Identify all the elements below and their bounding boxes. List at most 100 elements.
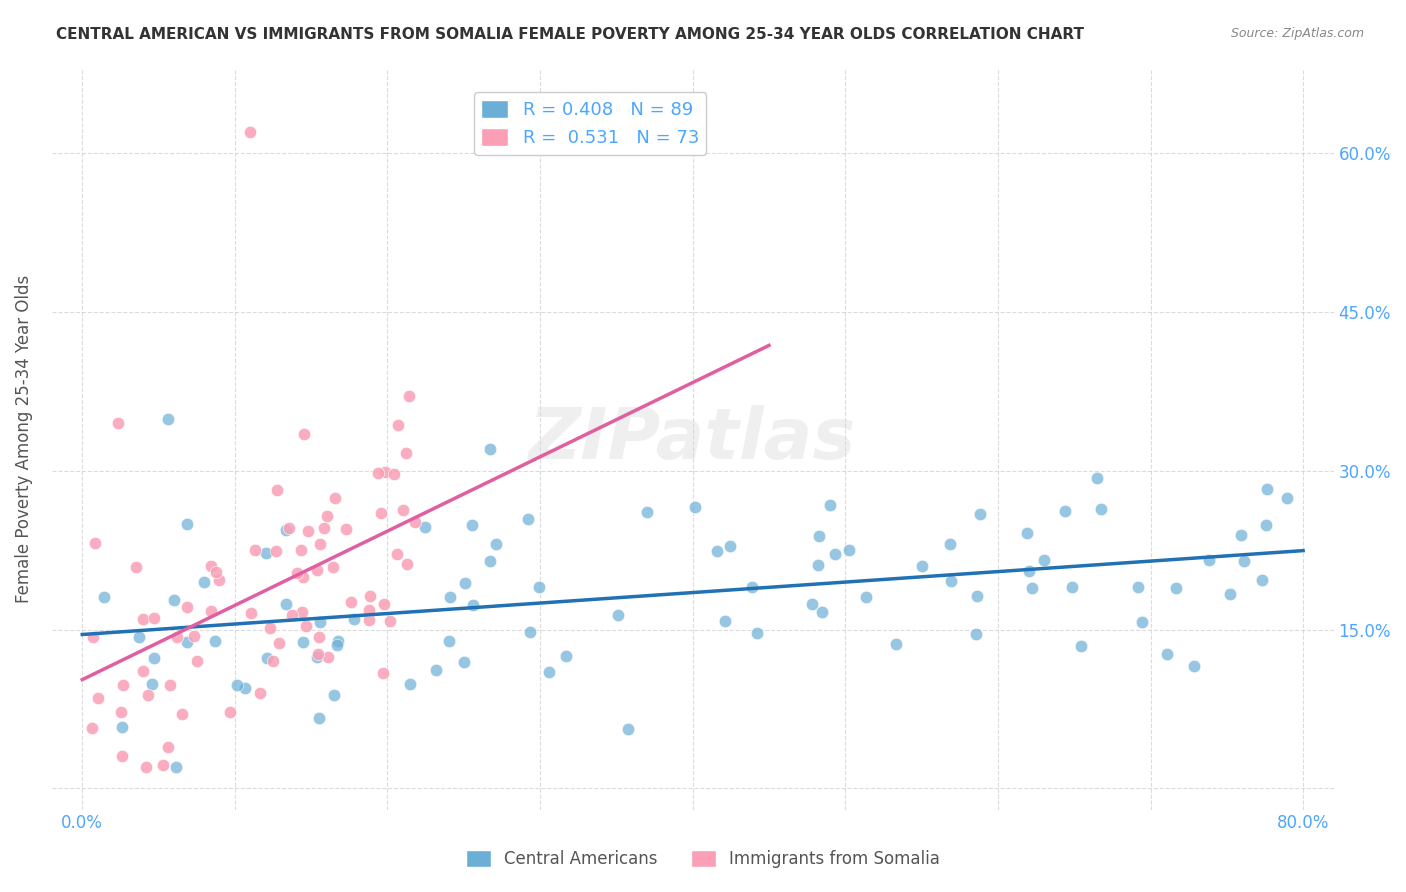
Point xyxy=(1070,639,1092,653)
Point xyxy=(439,590,461,604)
Point xyxy=(285,566,308,580)
Point xyxy=(404,515,426,529)
Point xyxy=(254,546,277,560)
Point xyxy=(240,606,263,620)
Point xyxy=(384,467,406,481)
Point xyxy=(683,500,706,514)
Point xyxy=(156,412,179,426)
Point xyxy=(519,625,541,640)
Point xyxy=(1277,491,1299,505)
Point xyxy=(219,705,242,719)
Legend: R = 0.408   N = 89, R =  0.531   N = 73: R = 0.408 N = 89, R = 0.531 N = 73 xyxy=(474,93,706,154)
Point xyxy=(1126,580,1149,594)
Point xyxy=(1062,580,1084,594)
Point xyxy=(385,547,408,561)
Point xyxy=(1018,565,1040,579)
Point xyxy=(163,592,186,607)
Point xyxy=(322,688,344,702)
Point xyxy=(374,465,396,479)
Text: Source: ZipAtlas.com: Source: ZipAtlas.com xyxy=(1230,27,1364,40)
Point xyxy=(166,630,188,644)
Point xyxy=(357,613,380,627)
Point xyxy=(1156,647,1178,661)
Point xyxy=(636,505,658,519)
Point xyxy=(335,522,357,536)
Point xyxy=(186,654,208,668)
Point xyxy=(80,722,103,736)
Point xyxy=(966,589,988,603)
Point xyxy=(1256,482,1278,496)
Point xyxy=(159,677,181,691)
Point xyxy=(339,594,361,608)
Point xyxy=(136,688,159,702)
Point xyxy=(1033,553,1056,567)
Point xyxy=(297,524,319,539)
Point xyxy=(392,502,415,516)
Point xyxy=(1017,525,1039,540)
Point xyxy=(371,666,394,681)
Point xyxy=(111,749,134,764)
Point xyxy=(259,621,281,635)
Point xyxy=(478,442,501,457)
Point xyxy=(706,544,728,558)
Point xyxy=(1053,504,1076,518)
Point xyxy=(112,678,135,692)
Point xyxy=(143,611,166,625)
Point xyxy=(142,651,165,665)
Point xyxy=(713,614,735,628)
Point xyxy=(309,615,332,630)
Point xyxy=(141,677,163,691)
Point xyxy=(262,654,284,668)
Point xyxy=(204,633,226,648)
Point xyxy=(266,543,288,558)
Point xyxy=(387,418,409,433)
Point xyxy=(316,508,339,523)
Point xyxy=(183,629,205,643)
Point xyxy=(82,631,104,645)
Point xyxy=(291,605,314,619)
Point xyxy=(316,650,339,665)
Text: ZIPatlas: ZIPatlas xyxy=(529,405,856,474)
Point xyxy=(855,590,877,604)
Point xyxy=(176,516,198,531)
Point xyxy=(965,627,987,641)
Point xyxy=(134,760,156,774)
Point xyxy=(1166,581,1188,595)
Point xyxy=(274,597,297,611)
Point xyxy=(617,722,640,736)
Point xyxy=(413,520,436,534)
Point xyxy=(838,542,860,557)
Point xyxy=(266,483,288,497)
Point xyxy=(328,634,350,648)
Point xyxy=(437,633,460,648)
Point xyxy=(294,619,316,633)
Point xyxy=(1198,552,1220,566)
Point xyxy=(128,630,150,644)
Point xyxy=(396,557,419,571)
Point xyxy=(1085,471,1108,485)
Point xyxy=(538,665,561,680)
Point xyxy=(292,570,315,584)
Point xyxy=(308,630,330,644)
Point xyxy=(93,590,115,604)
Point xyxy=(269,636,291,650)
Point xyxy=(200,558,222,573)
Point xyxy=(1130,615,1153,630)
Point xyxy=(152,757,174,772)
Legend: Central Americans, Immigrants from Somalia: Central Americans, Immigrants from Somal… xyxy=(460,843,946,875)
Point xyxy=(811,605,834,619)
Point xyxy=(398,389,420,403)
Point xyxy=(87,690,110,705)
Point xyxy=(1230,528,1253,542)
Point xyxy=(226,678,249,692)
Point xyxy=(312,521,335,535)
Point xyxy=(292,635,315,649)
Point xyxy=(884,638,907,652)
Point xyxy=(326,638,349,652)
Point xyxy=(463,598,485,612)
Point xyxy=(176,600,198,615)
Point xyxy=(125,560,148,574)
Point xyxy=(370,506,392,520)
Point xyxy=(395,446,418,460)
Point xyxy=(1021,581,1043,595)
